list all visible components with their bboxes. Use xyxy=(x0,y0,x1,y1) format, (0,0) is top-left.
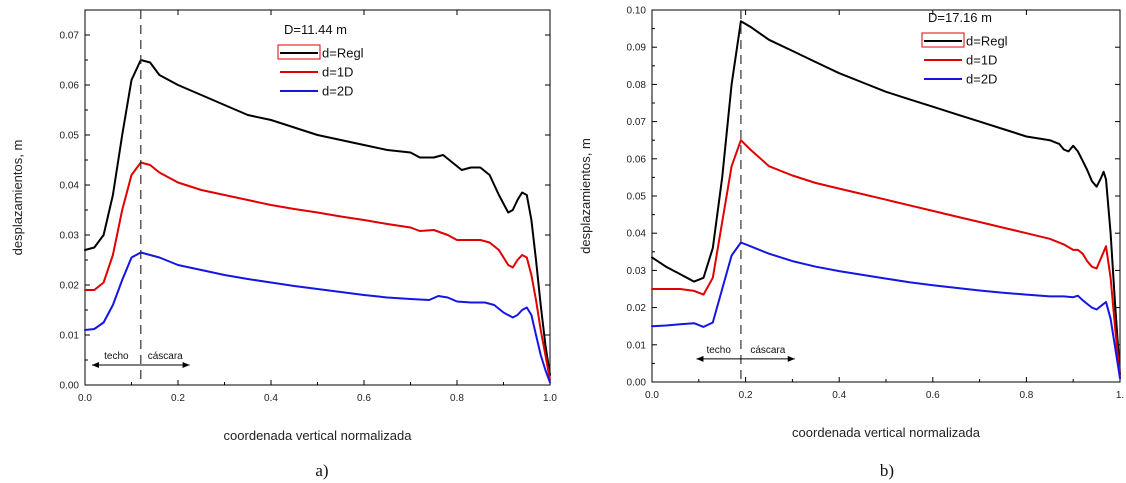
legend-entry: d=Regl xyxy=(322,46,364,61)
legend-highlight-box xyxy=(277,44,321,60)
region-label-cascara: cáscara xyxy=(148,351,183,362)
x-tick-label: 0.2 xyxy=(739,390,753,401)
x-tick-label: 0.6 xyxy=(926,390,940,401)
y-tick-label: 0.10 xyxy=(627,6,647,17)
y-tick-label: 0.08 xyxy=(627,80,647,91)
x-axis-label: coordenada vertical normalizada xyxy=(792,425,981,440)
y-tick-label: 0.05 xyxy=(627,192,647,203)
region-label-techo: techo xyxy=(706,345,731,356)
chart-panel-b: 0.0 0.2 0.4 0.6 0.8 1. 0.00 0.01 0.02 0.03 0.04 0.0… xyxy=(578,6,1124,481)
region-label-techo: techo xyxy=(104,351,129,362)
legend-highlight-box xyxy=(921,32,965,48)
legend-entry: d=1D xyxy=(966,53,997,68)
series-line-d2d xyxy=(651,241,1121,380)
legend-entry: d=2D xyxy=(322,84,353,99)
y-tick-label: 0.04 xyxy=(60,181,80,192)
y-tick-label: 0.01 xyxy=(60,331,80,342)
legend-entry: d=1D xyxy=(322,65,353,80)
legend-title: D=11.44 m xyxy=(284,22,347,37)
x-axis-label: coordenada vertical normalizada xyxy=(224,428,413,443)
x-tick-label: 0.2 xyxy=(171,393,185,404)
y-tick-label: 0.02 xyxy=(627,303,647,314)
plot-frame xyxy=(84,9,551,386)
y-tick-label: 0.07 xyxy=(60,31,80,42)
y-tick-label: 0.01 xyxy=(627,340,647,351)
y-tick-label: 0.09 xyxy=(627,43,647,54)
x-tick-label: 0.0 xyxy=(78,393,92,404)
series-line-dregl xyxy=(84,59,551,376)
series-line-d1d xyxy=(651,139,1121,380)
chart-panel-a: 0.0 0.2 0.4 0.6 0.8 1.0 0.00 0.01 0.02 0.03 0.04 0.… xyxy=(10,9,557,480)
y-tick-label: 0.04 xyxy=(627,229,647,240)
x-tick-label: 0.8 xyxy=(450,393,464,404)
y-tick-label: 0.06 xyxy=(60,81,80,92)
legend-entry: d=2D xyxy=(966,72,997,87)
plot-frame xyxy=(651,9,1121,383)
y-tick-label: 0.00 xyxy=(60,381,80,392)
y-tick-label: 0.07 xyxy=(627,117,647,128)
region-arrowhead-right xyxy=(787,355,795,362)
y-axis-label: desplazamientos, m xyxy=(578,138,593,254)
x-tick-label: 0.4 xyxy=(832,390,846,401)
y-tick-label: 0.05 xyxy=(60,131,80,142)
x-tick-label: 1. xyxy=(1116,390,1124,401)
series-line-dregl xyxy=(651,20,1121,376)
panel-caption: a) xyxy=(315,461,328,480)
x-tick-label: 0.8 xyxy=(1019,390,1033,401)
y-axis-label: desplazamientos, m xyxy=(10,140,25,256)
legend-title: D=17.16 m xyxy=(928,10,992,25)
region-arrowhead-right xyxy=(182,362,190,368)
y-tick-label: 0.02 xyxy=(60,281,80,292)
x-tick-label: 0.4 xyxy=(264,393,278,404)
legend-entry: d=Regl xyxy=(966,34,1008,49)
x-tick-label: 1.0 xyxy=(543,393,557,404)
region-arrowhead-left xyxy=(696,355,704,362)
x-tick-label: 0.0 xyxy=(645,390,659,401)
y-tick-label: 0.00 xyxy=(627,378,647,389)
series-line-d2d xyxy=(84,251,551,384)
region-arrowhead-left xyxy=(91,362,99,368)
y-tick-label: 0.06 xyxy=(627,154,647,165)
y-tick-label: 0.03 xyxy=(60,231,80,242)
panel-caption: b) xyxy=(880,461,894,480)
y-tick-label: 0.03 xyxy=(627,266,647,277)
region-label-cascara: cáscara xyxy=(750,345,785,356)
series-line-d1d xyxy=(84,161,551,381)
x-tick-label: 0.6 xyxy=(357,393,371,404)
